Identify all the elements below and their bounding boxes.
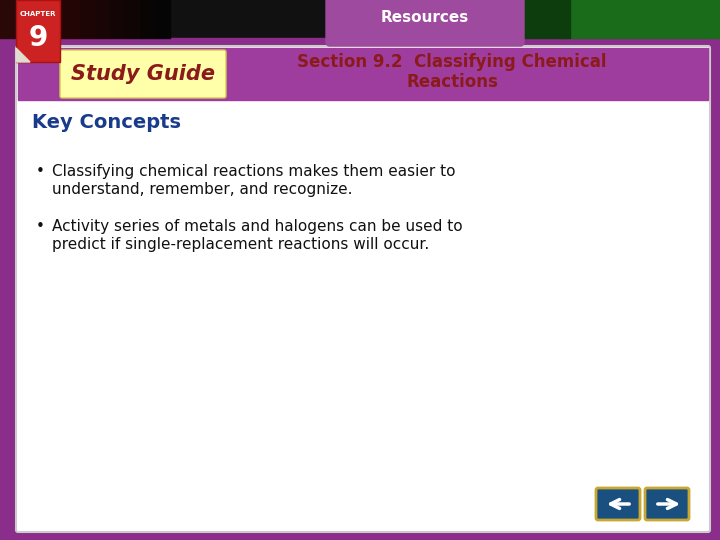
FancyBboxPatch shape [60, 50, 226, 98]
Bar [95, 0, 110, 38]
Text: 9: 9 [28, 24, 48, 52]
Text: Reactions: Reactions [406, 73, 498, 91]
Text: Key Concepts: Key Concepts [32, 112, 181, 132]
Polygon shape [16, 48, 30, 62]
Bar [80, 0, 95, 38]
FancyBboxPatch shape [596, 488, 640, 520]
Text: Activity series of metals and halogens can be used to: Activity series of metals and halogens c… [52, 219, 463, 234]
Bar [510, 0, 570, 38]
Bar [125, 0, 140, 38]
Bar [18, 48, 708, 100]
Text: CHAPTER: CHAPTER [19, 11, 56, 17]
Bar [110, 0, 125, 38]
Bar [155, 0, 170, 38]
Bar [0, 0, 360, 38]
FancyBboxPatch shape [16, 46, 710, 532]
Text: Classifying chemical reactions makes them easier to: Classifying chemical reactions makes the… [52, 164, 456, 179]
Bar [65, 0, 80, 38]
Bar [560, 0, 720, 38]
Bar [50, 0, 65, 38]
Bar [140, 0, 155, 38]
FancyBboxPatch shape [326, 0, 524, 46]
Text: understand, remember, and recognize.: understand, remember, and recognize. [52, 182, 353, 197]
Text: •: • [36, 219, 45, 234]
Text: predict if single-replacement reactions will occur.: predict if single-replacement reactions … [52, 237, 429, 252]
Bar [0, 0, 50, 38]
FancyBboxPatch shape [645, 488, 689, 520]
Text: •: • [36, 164, 45, 179]
Text: Section 9.2  Classifying Chemical: Section 9.2 Classifying Chemical [297, 53, 607, 71]
Text: Resources: Resources [381, 10, 469, 25]
Bar [510, 0, 720, 38]
FancyBboxPatch shape [16, 0, 60, 62]
Bar [0, 38, 720, 50]
Text: Study Guide: Study Guide [71, 64, 215, 84]
